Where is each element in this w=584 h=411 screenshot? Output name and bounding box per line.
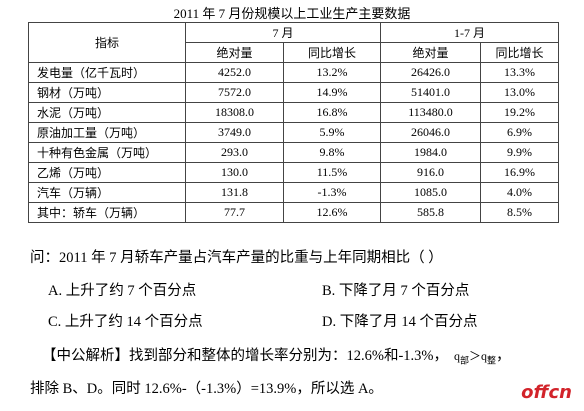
data-cell: 77.7	[185, 202, 284, 223]
data-cell: 113480.0	[380, 102, 481, 123]
row-label: 乙烯（万吨）	[28, 162, 186, 183]
option: C. 上升了约 14 个百分点	[48, 314, 203, 330]
analysis-text: 【中公解析】找到部分和整体的增长率分别为：12.6%和-1.3%，	[42, 348, 448, 364]
data-table: 指标 7 月 1-7 月 绝对量 同比增长 绝对量 同比增长 发电量（亿千瓦时）…	[28, 22, 559, 223]
analysis-text: ，	[496, 348, 511, 364]
analysis-line: 排除 B、D。同时 12.6%-（-1.3%）=13.9%，所以选 A。	[30, 381, 383, 397]
data-cell: 51401.0	[380, 82, 481, 103]
data-cell: 1085.0	[380, 182, 481, 203]
data-cell: 9.9%	[480, 142, 559, 163]
formula-part: q	[481, 349, 488, 363]
data-cell: 7572.0	[185, 82, 284, 103]
table-row: 其中：轿车（万辆） 77.7 12.6% 585.8 8.5%	[28, 202, 559, 223]
row-label: 其中：轿车（万辆）	[28, 202, 186, 223]
data-cell: 4.0%	[480, 182, 559, 203]
table-row: 十种有色金属（万吨） 293.0 9.8% 1984.0 9.9%	[28, 142, 559, 163]
data-cell: 14.9%	[283, 82, 381, 103]
data-cell: 13.3%	[480, 62, 559, 83]
formula: q部＞q整	[453, 349, 497, 366]
option: D. 下降了月 14 个百分点	[322, 314, 478, 330]
data-cell: 585.8	[380, 202, 481, 223]
watermark: offcn	[521, 382, 572, 403]
row-label: 十种有色金属（万吨）	[28, 142, 186, 163]
data-cell: 13.0%	[480, 82, 559, 103]
formula-part: 部	[459, 355, 469, 366]
option: A. 上升了约 7 个百分点	[48, 283, 197, 299]
header-cell: 绝对量	[185, 42, 284, 63]
data-cell: 916.0	[380, 162, 481, 183]
header-cell: 指标	[28, 22, 186, 63]
row-label: 发电量（亿千瓦时）	[28, 62, 186, 83]
data-cell: 13.2%	[283, 62, 381, 83]
formula-part: q	[453, 349, 460, 363]
data-cell: 4252.0	[185, 62, 284, 83]
row-label: 水泥（万吨）	[28, 102, 186, 123]
header-cell: 同比增长	[283, 42, 381, 63]
data-cell: 12.6%	[283, 202, 381, 223]
table-row: 钢材（万吨） 7572.0 14.9% 51401.0 13.0%	[28, 82, 559, 103]
data-cell: 16.8%	[283, 102, 381, 123]
header-cell: 1-7 月	[380, 22, 559, 43]
option: B. 下降了月 7 个百分点	[322, 283, 470, 299]
data-cell: 1984.0	[380, 142, 481, 163]
data-cell: 18308.0	[185, 102, 284, 123]
table-row: 乙烯（万吨） 130.0 11.5% 916.0 16.9%	[28, 162, 559, 183]
data-cell: 8.5%	[480, 202, 559, 223]
header-cell: 7 月	[185, 22, 381, 43]
row-label: 钢材（万吨）	[28, 82, 186, 103]
data-cell: 131.8	[185, 182, 284, 203]
formula-part: ＞	[469, 349, 482, 363]
data-cell: 26046.0	[380, 122, 481, 143]
table-row: 汽车（万辆） 131.8 -1.3% 1085.0 4.0%	[28, 182, 559, 203]
question: 问：2011 年 7 月轿车产量占汽车产量的比重与上年同期相比（ ）	[30, 250, 443, 266]
data-cell: 19.2%	[480, 102, 559, 123]
data-cell: 9.8%	[283, 142, 381, 163]
data-cell: 6.9%	[480, 122, 559, 143]
table-row: 水泥（万吨） 18308.0 16.8% 113480.0 19.2%	[28, 102, 559, 123]
data-cell: -1.3%	[283, 182, 381, 203]
data-cell: 130.0	[185, 162, 284, 183]
data-cell: 11.5%	[283, 162, 381, 183]
data-cell: 293.0	[185, 142, 284, 163]
table-row: 发电量（亿千瓦时） 4252.0 13.2% 26426.0 13.3%	[28, 62, 559, 83]
table-title: 2011 年 7 月份规模以上工业生产主要数据	[173, 6, 411, 21]
data-cell: 26426.0	[380, 62, 481, 83]
table-row: 原油加工量（万吨） 3749.0 5.9% 26046.0 6.9%	[28, 122, 559, 143]
data-cell: 16.9%	[480, 162, 559, 183]
header-cell: 同比增长	[480, 42, 559, 63]
header-cell: 绝对量	[380, 42, 481, 63]
row-label: 汽车（万辆）	[28, 182, 186, 203]
data-cell: 3749.0	[185, 122, 284, 143]
row-label: 原油加工量（万吨）	[28, 122, 186, 143]
data-cell: 5.9%	[283, 122, 381, 143]
formula-part: 整	[487, 355, 497, 366]
analysis-line: 【中公解析】找到部分和整体的增长率分别为：12.6%和-1.3%， q部＞q整，	[42, 344, 511, 366]
